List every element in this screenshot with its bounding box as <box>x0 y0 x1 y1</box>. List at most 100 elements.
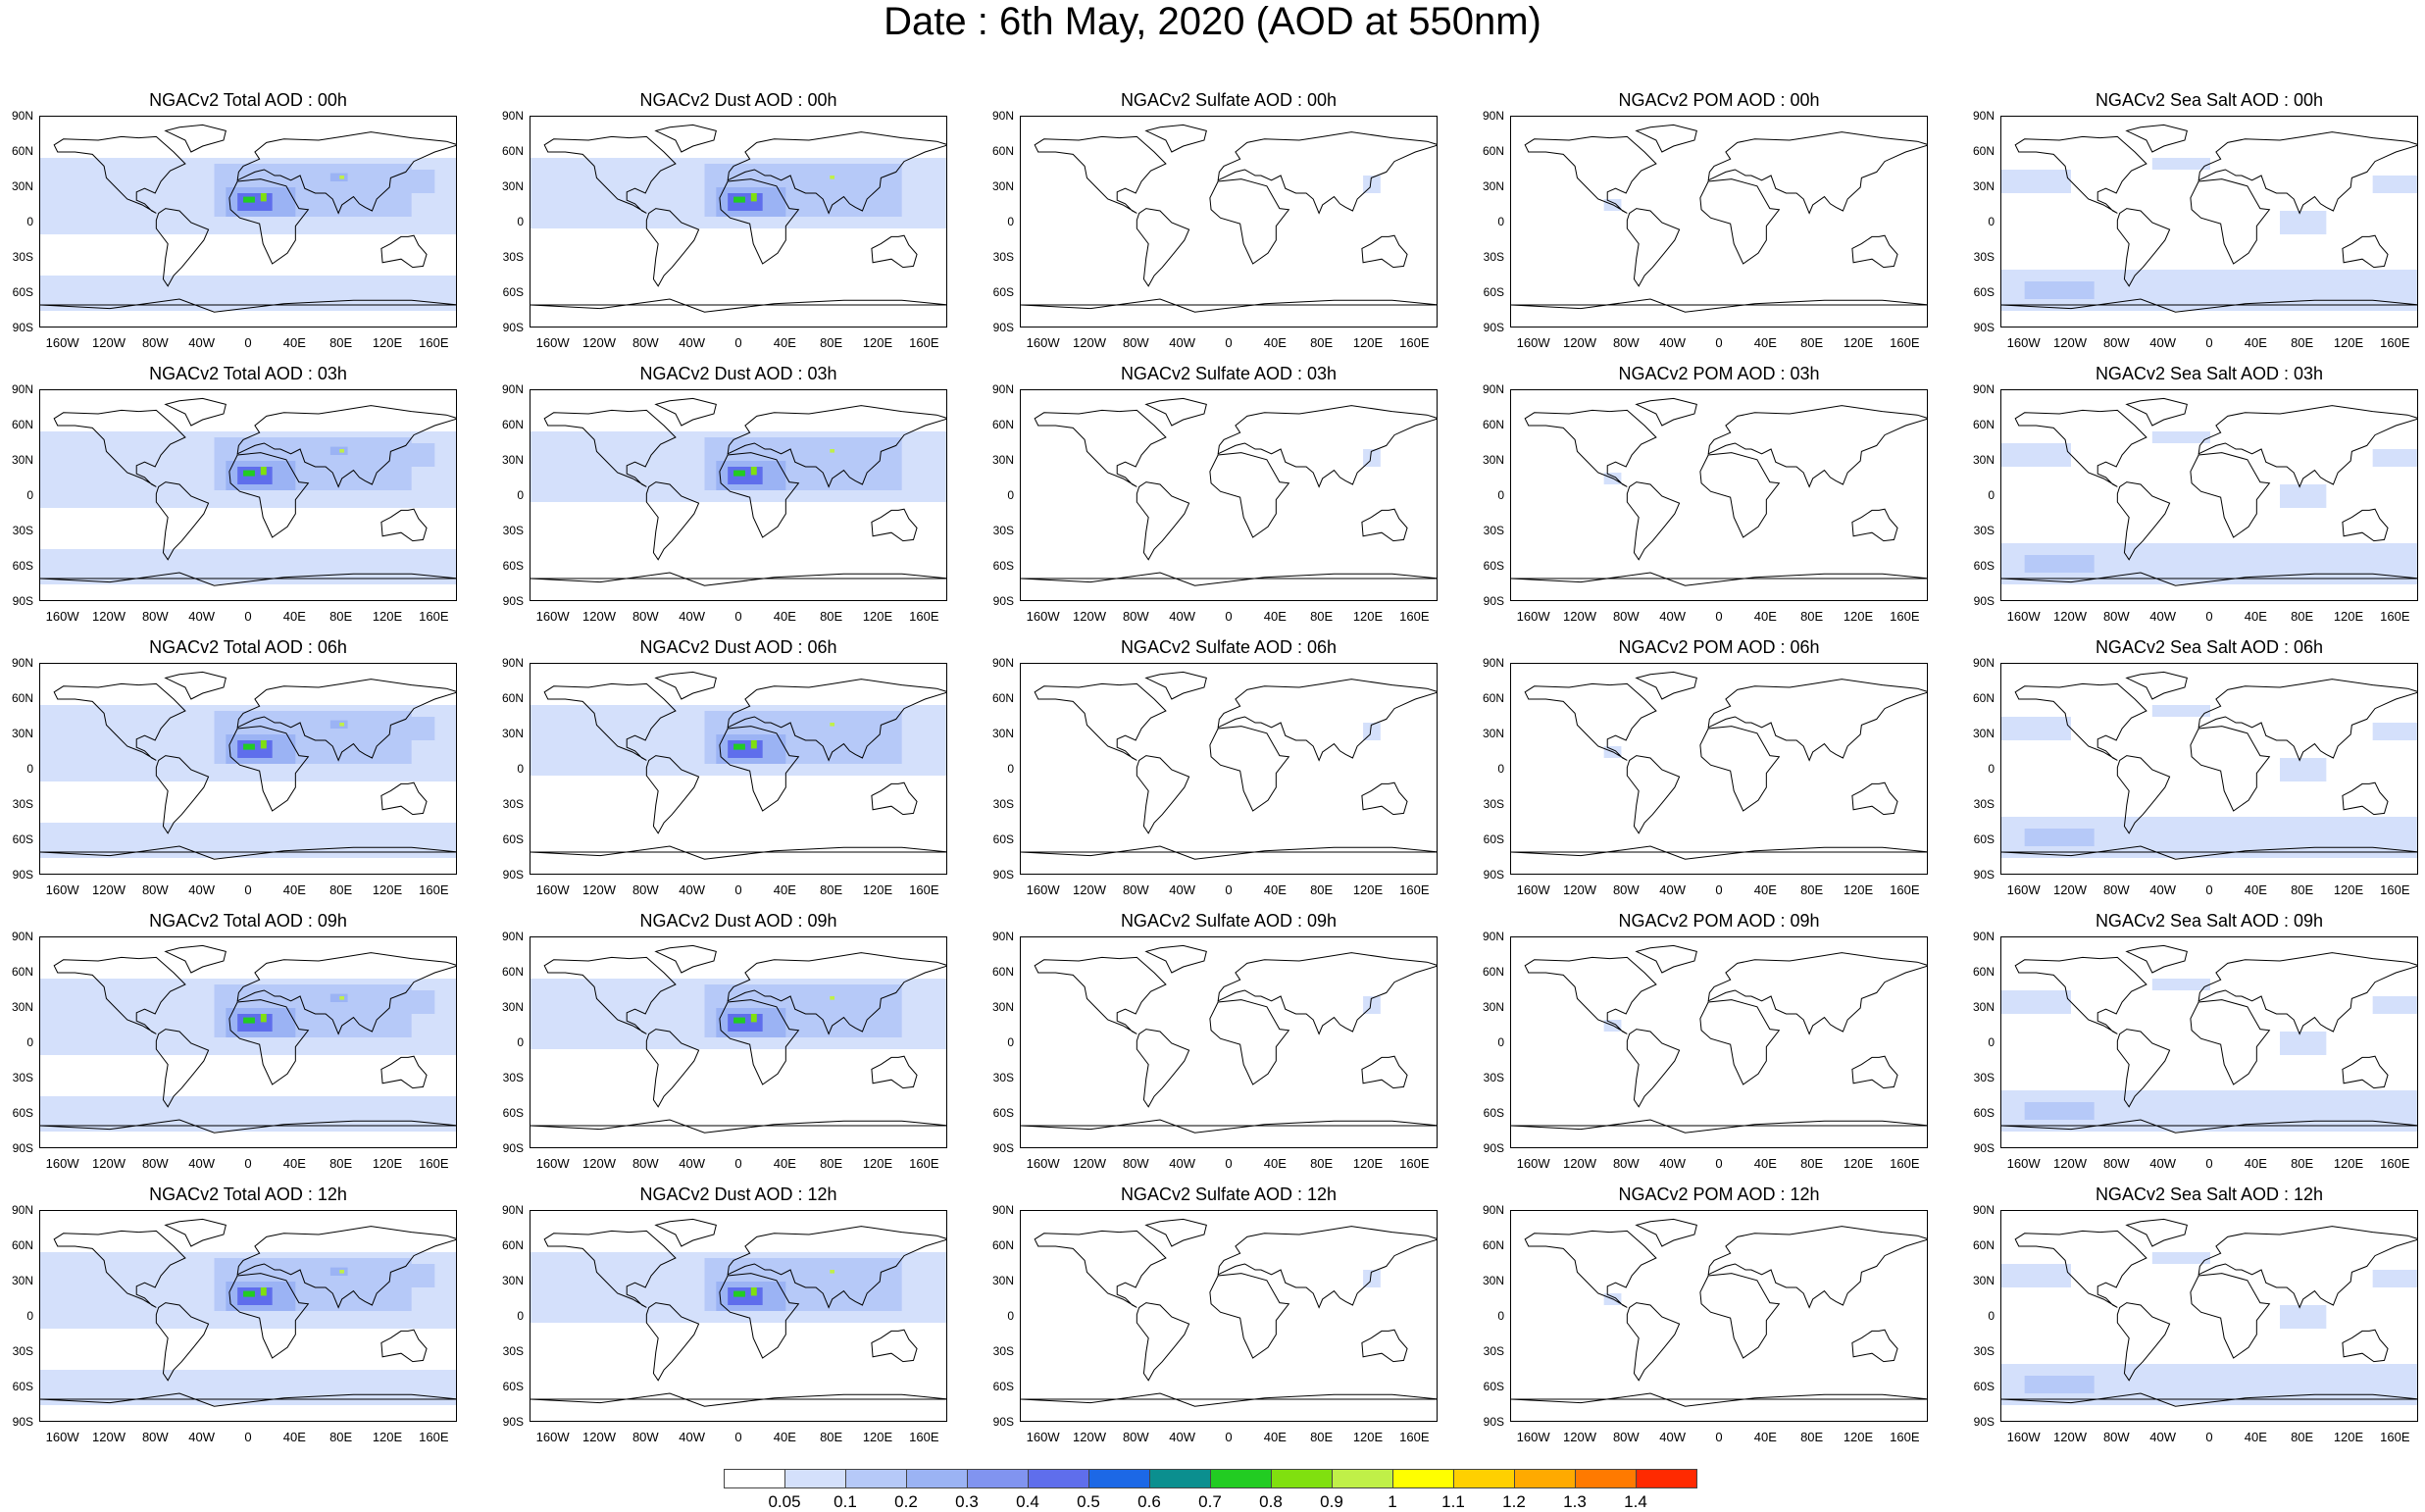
lon-tick-label: 160W <box>1026 335 1060 350</box>
coastline <box>645 755 700 834</box>
lon-tick-label: 0 <box>1715 1156 1723 1171</box>
lon-tick-label: 80E <box>820 1156 843 1171</box>
coastline <box>1361 781 1408 816</box>
lat-tick-label: 90S <box>12 1415 33 1429</box>
lat-tick-label: 90S <box>1483 1141 1504 1155</box>
world-map <box>530 116 947 328</box>
coastline <box>1136 208 1190 287</box>
world-map <box>39 1210 457 1422</box>
lat-tick-label: 30S <box>1483 524 1504 537</box>
coastline <box>1851 781 1898 816</box>
coastline <box>645 208 700 287</box>
coastline <box>1034 682 1167 761</box>
lat-tick-label: 90N <box>11 109 33 123</box>
coastline <box>2190 452 2271 538</box>
lat-tick-label: 30S <box>992 1344 1014 1358</box>
lon-tick-label: 120E <box>2333 1156 2364 1171</box>
coastline <box>654 1218 717 1247</box>
lon-tick-label: 0 <box>1225 609 1233 624</box>
map-panel-dust-2: NGACv2 Dust AOD : 06h 90N 60N 30N 0 30S 60S 90S… <box>502 637 947 914</box>
lon-tick-label: 120E <box>2333 1430 2364 1444</box>
coastline <box>2190 178 2271 265</box>
coastline <box>1707 1226 1927 1309</box>
lon-tick-label: 80W <box>632 609 659 624</box>
lat-tick-label: 90N <box>11 1203 33 1217</box>
aod-shading-map <box>2001 1218 2417 1407</box>
lat-tick-label: 60N <box>991 144 1014 158</box>
lon-tick-label: 40W <box>1659 1430 1687 1444</box>
lat-tick-label: 60N <box>1482 144 1504 158</box>
lat-tick-label: 0 <box>1497 488 1504 502</box>
lon-tick-label: 160W <box>45 609 79 624</box>
colorbar-box <box>1514 1469 1576 1488</box>
lat-tick-label: 60N <box>501 418 524 431</box>
map-panel-sulfate-0: NGACv2 Sulfate AOD : 00h 90N 60N 30N 0 30S 60S… <box>992 90 1438 367</box>
world-map <box>1510 936 1928 1148</box>
coastline <box>2125 124 2188 153</box>
lat-tick-label: 30S <box>1483 250 1504 264</box>
lon-tick-label: 120W <box>1073 335 1106 350</box>
world-map <box>1020 116 1438 328</box>
lon-tick-label: 0 <box>734 882 742 897</box>
coastline <box>1626 1029 1681 1108</box>
lat-tick-label: 30N <box>991 1000 1014 1014</box>
lon-tick-label: 40E <box>282 882 306 897</box>
lat-tick-label: 90N <box>1482 930 1504 943</box>
lat-tick-label: 60N <box>1482 965 1504 979</box>
lon-tick-label: 120E <box>372 1430 403 1444</box>
map-panel-seasalt-2: NGACv2 Sea Salt AOD : 06h 90N 60N 30N 0 30S 60… <box>1973 637 2418 914</box>
lat-tick-label: 60N <box>1482 691 1504 705</box>
lon-tick-label: 80W <box>1612 882 1640 897</box>
aod-shading-map <box>1021 124 1437 313</box>
lat-tick-label: 60S <box>12 1106 33 1120</box>
lon-tick-label: 0 <box>734 609 742 624</box>
coastline <box>719 1273 800 1359</box>
lat-tick-label: 90S <box>502 1415 524 1429</box>
aod-shading-map <box>1511 944 1927 1134</box>
panel-title: NGACv2 Sea Salt AOD : 03h <box>2095 364 2324 383</box>
lat-tick-label: 0 <box>1497 762 1504 776</box>
aod-shading-map <box>2001 397 2417 586</box>
colorbar-label: 0.2 <box>894 1492 918 1511</box>
lat-tick-label: 60S <box>502 285 524 299</box>
lon-tick-label: 120W <box>92 1430 126 1444</box>
coastline <box>1699 999 1781 1085</box>
aod-shading-map <box>2001 124 2417 313</box>
lon-tick-label: 40E <box>1753 609 1777 624</box>
coastline <box>1144 397 1207 427</box>
lat-tick-label: 0 <box>1007 1035 1014 1049</box>
lon-tick-label: 40W <box>1169 609 1196 624</box>
aod-shading-map <box>1021 671 1437 860</box>
lat-tick-label: 60S <box>992 285 1014 299</box>
coastline <box>2125 1218 2188 1247</box>
coastline <box>1626 481 1681 561</box>
coastline <box>543 956 677 1034</box>
lon-tick-label: 40E <box>773 335 796 350</box>
panel-title: NGACv2 Sulfate AOD : 03h <box>1120 364 1338 383</box>
coastline <box>2198 405 2417 488</box>
coastline <box>2125 944 2188 974</box>
coastline <box>1626 1302 1681 1382</box>
lat-tick-label: 30N <box>11 179 33 193</box>
coastline <box>1034 1230 1167 1308</box>
world-map <box>39 663 457 875</box>
coastline <box>2342 781 2389 816</box>
lon-tick-label: 80W <box>1122 1430 1149 1444</box>
lon-tick-label: 160E <box>2380 609 2410 624</box>
map-panel-sulfate-1: NGACv2 Sulfate AOD : 03h 90N 60N 30N 0 30S 60S… <box>992 364 1438 640</box>
lat-tick-label: 30S <box>1973 524 1995 537</box>
lon-tick-label: 80E <box>2291 882 2314 897</box>
lon-tick-label: 160W <box>1516 882 1550 897</box>
lat-tick-label: 60N <box>991 691 1014 705</box>
coastline <box>1524 956 1657 1034</box>
lon-tick-label: 160W <box>1516 1430 1550 1444</box>
aod-shading-map <box>530 944 946 1134</box>
lon-tick-label: 80W <box>2102 1156 2130 1171</box>
coastline <box>1136 755 1190 834</box>
lon-tick-label: 160W <box>2006 882 2041 897</box>
lat-tick-label: 90S <box>502 1141 524 1155</box>
lon-tick-label: 160E <box>1399 1430 1430 1444</box>
coastline <box>1209 726 1290 812</box>
lon-tick-label: 120E <box>372 882 403 897</box>
lon-tick-label: 0 <box>1715 335 1723 350</box>
